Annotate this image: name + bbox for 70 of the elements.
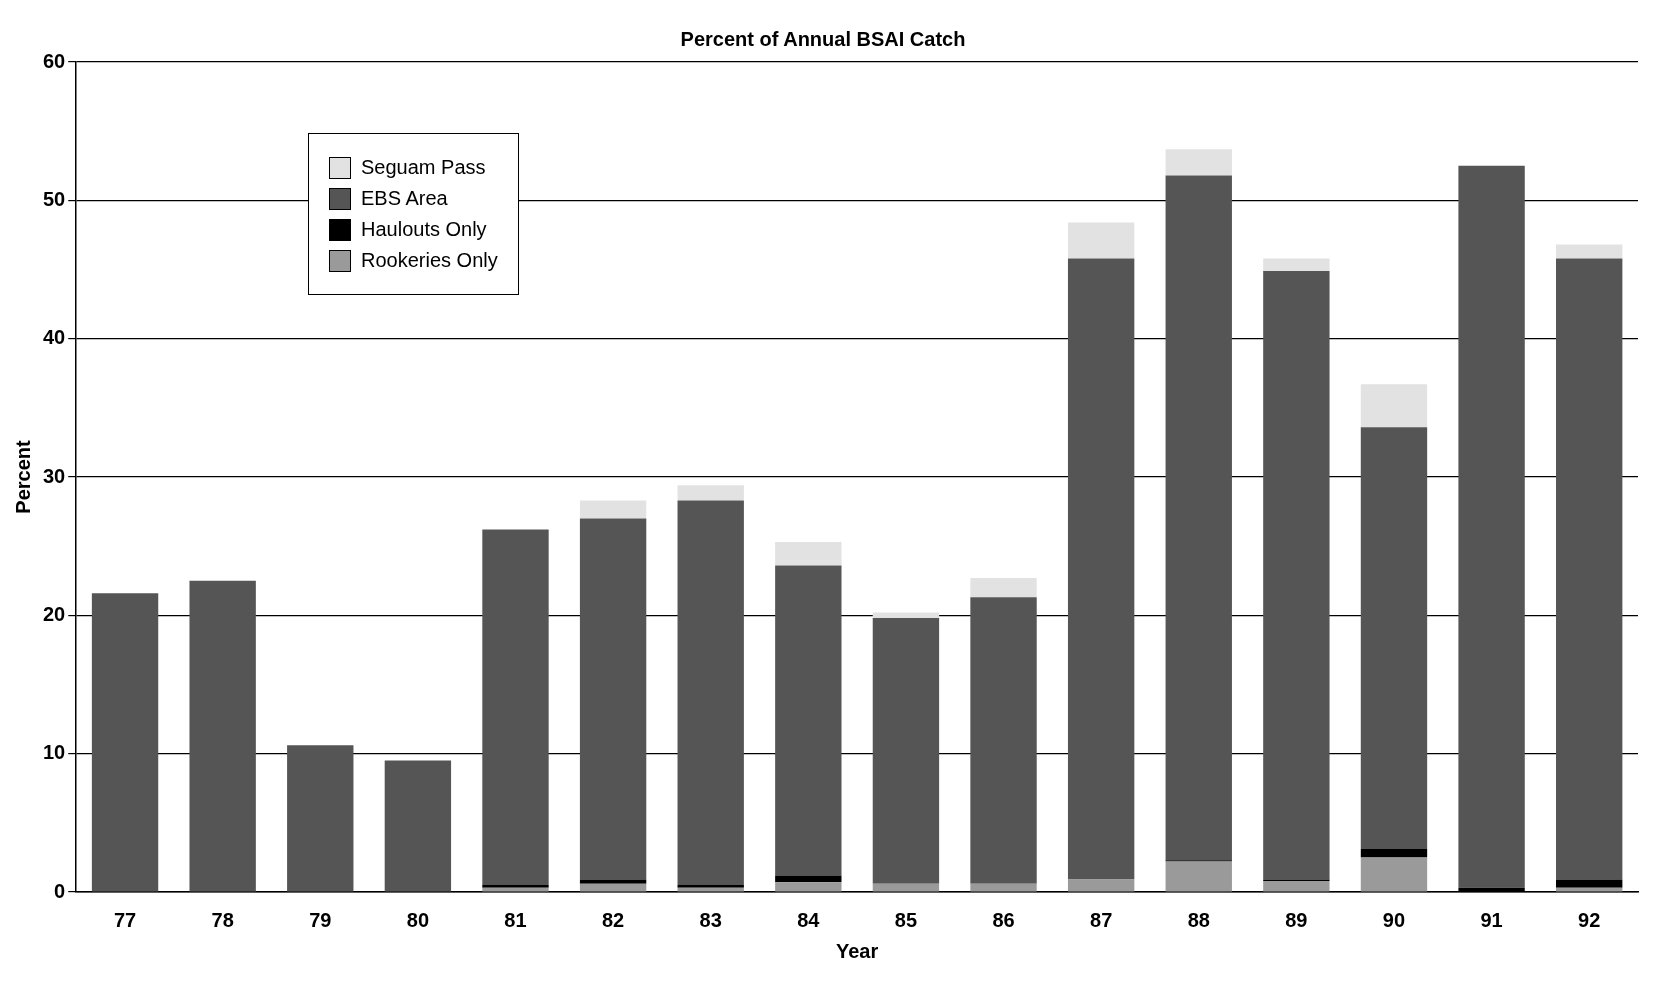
bar xyxy=(1556,244,1623,259)
bar xyxy=(677,485,744,501)
bar xyxy=(970,597,1037,884)
legend-label: Seguam Pass xyxy=(361,156,486,179)
y-tick-label: 40 xyxy=(43,326,66,349)
bar xyxy=(775,882,842,892)
y-tick-label: 20 xyxy=(43,602,66,625)
x-axis-title: Year xyxy=(835,939,879,962)
x-tick-label: 81 xyxy=(504,908,527,931)
y-tick-label: 60 xyxy=(43,49,66,72)
x-tick-label: 85 xyxy=(894,908,918,931)
bar xyxy=(482,529,549,886)
bar xyxy=(1458,165,1525,888)
bar xyxy=(1360,427,1428,850)
x-tick-label: 89 xyxy=(1285,908,1308,931)
x-tick-label: 90 xyxy=(1382,908,1406,931)
bar xyxy=(1360,849,1428,858)
bar xyxy=(579,518,647,880)
x-tick-label: 82 xyxy=(601,908,625,931)
bar xyxy=(1263,270,1330,880)
x-tick-label: 83 xyxy=(699,908,722,931)
bar xyxy=(1360,384,1428,428)
bar xyxy=(1556,258,1623,880)
bar xyxy=(872,618,940,884)
bar xyxy=(1067,258,1135,880)
bar xyxy=(482,885,549,888)
bar xyxy=(1165,861,1232,892)
bar xyxy=(287,745,354,892)
bar xyxy=(579,879,647,884)
bar xyxy=(775,875,842,883)
x-tick-label: 84 xyxy=(797,908,821,931)
y-tick-label: 50 xyxy=(43,187,66,210)
bar xyxy=(1165,149,1232,176)
bar xyxy=(970,577,1037,598)
bar xyxy=(579,883,647,892)
y-axis-title: Percent xyxy=(11,439,34,514)
x-tick-label: 77 xyxy=(113,908,137,931)
legend-label: EBS Area xyxy=(361,187,448,210)
y-tick-label: 10 xyxy=(43,741,66,764)
bar xyxy=(1165,175,1232,861)
bar xyxy=(91,593,159,892)
bar xyxy=(677,885,744,888)
bar xyxy=(677,500,744,886)
bar xyxy=(775,542,842,566)
bar xyxy=(1067,879,1135,892)
bar xyxy=(1263,880,1330,892)
bar xyxy=(579,500,647,519)
x-tick-label: 78 xyxy=(211,908,234,931)
bar xyxy=(189,580,256,892)
bar xyxy=(970,883,1037,892)
bar xyxy=(872,883,940,892)
bar xyxy=(1360,857,1428,892)
legend-label: Rookeries Only xyxy=(361,249,498,272)
bar xyxy=(1067,222,1135,259)
x-tick-label: 86 xyxy=(992,908,1015,931)
bar xyxy=(384,760,452,892)
x-tick-label: 80 xyxy=(406,908,429,931)
bar xyxy=(1556,879,1623,888)
legend-label: Haulouts Only xyxy=(361,218,487,241)
x-tick-label: 92 xyxy=(1578,908,1601,931)
bar xyxy=(1263,258,1330,271)
bar xyxy=(775,565,842,876)
x-tick-label: 79 xyxy=(309,908,332,931)
chart-title: Percent of Annual BSAI Catch xyxy=(680,27,966,50)
x-tick-label: 87 xyxy=(1090,908,1113,931)
y-tick-label: 0 xyxy=(54,879,66,902)
bar xyxy=(872,612,940,619)
x-tick-label: 91 xyxy=(1480,908,1503,931)
y-tick-label: 30 xyxy=(43,464,66,487)
x-tick-label: 88 xyxy=(1187,908,1210,931)
